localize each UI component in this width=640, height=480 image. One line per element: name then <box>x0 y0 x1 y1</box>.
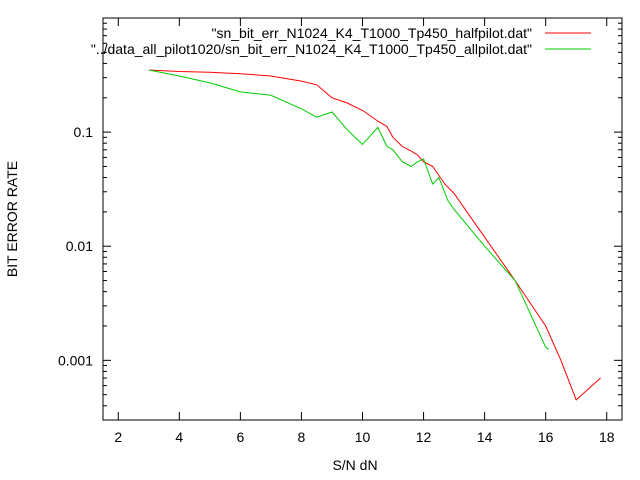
y-axis-ticks: 0.001 0.01 0.1 <box>58 22 622 407</box>
x-axis-label: S/N dN <box>332 457 377 473</box>
x-tick-label: 18 <box>599 429 615 445</box>
series-layer <box>148 69 601 401</box>
x-tick-label: 10 <box>355 429 371 445</box>
y-tick-label: 0.001 <box>58 352 93 368</box>
series-line-2 <box>148 69 549 350</box>
x-axis-ticks: 2 4 6 8 10 12 14 16 18 <box>114 18 615 445</box>
legend-label-2: "../data_all_pilot1020/sn_bit_err_N1024_… <box>91 41 532 57</box>
legend-label-1: "sn_bit_err_N1024_K4_T1000_Tp450_halfpil… <box>211 25 532 41</box>
x-tick-label: 2 <box>114 429 122 445</box>
y-axis-label: BIT ERROR RATE <box>4 161 20 277</box>
x-tick-label: 16 <box>538 429 554 445</box>
x-tick-label: 12 <box>416 429 432 445</box>
legend: "sn_bit_err_N1024_K4_T1000_Tp450_halfpil… <box>91 25 591 57</box>
plot-frame <box>102 17 623 421</box>
x-tick-label: 6 <box>236 429 244 445</box>
y-tick-label: 0.01 <box>66 238 93 254</box>
x-tick-label: 8 <box>298 429 306 445</box>
series-line-1 <box>148 69 601 401</box>
x-tick-label: 4 <box>175 429 183 445</box>
x-tick-label: 14 <box>477 429 493 445</box>
y-tick-label: 0.1 <box>74 124 94 140</box>
